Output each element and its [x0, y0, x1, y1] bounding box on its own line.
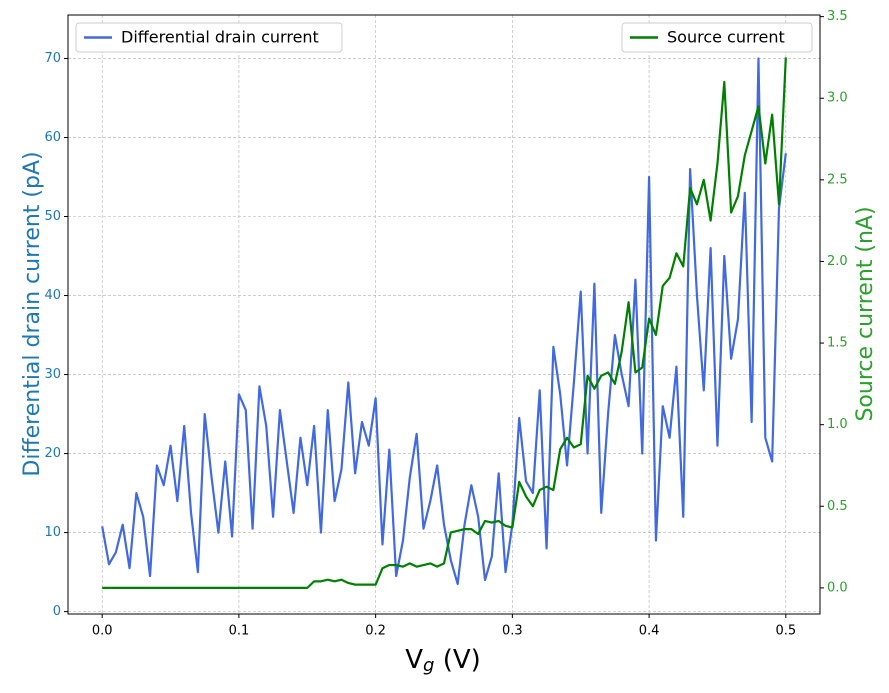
legend-box	[621, 22, 813, 53]
x-tick-label: 0.2	[365, 624, 386, 639]
y2-tick-label: 0.0	[827, 580, 848, 595]
y-tick-label: 30	[44, 367, 61, 382]
x-tick-label: 0.5	[775, 624, 796, 639]
x-label-base: V	[405, 645, 423, 675]
x-tick-label: 0.3	[502, 624, 523, 639]
y-tick-label: 60	[44, 130, 61, 145]
x-axis-label: Vg (V)	[405, 645, 481, 677]
y-tick-label: 40	[44, 288, 61, 303]
y-tick-label: 0	[53, 604, 61, 619]
x-label-unit: (V)	[434, 645, 480, 675]
y2-tick-label: 2.5	[827, 172, 848, 187]
x-tick-label: 0.0	[92, 624, 113, 639]
y2-tick-label: 1.5	[827, 336, 848, 351]
legend-label: Source current	[667, 28, 785, 47]
y-axis-label: Differential drain current (pA)	[20, 151, 45, 476]
y2-tick-label: 3.0	[827, 91, 848, 106]
y2-tick-label: 0.5	[827, 499, 848, 514]
series-line	[102, 57, 787, 589]
x-label-sub: g	[423, 655, 434, 676]
y2-tick-label: 2.0	[827, 254, 848, 269]
legend-box	[75, 22, 343, 53]
y2-tick-label: 1.0	[827, 417, 848, 432]
y-tick-label: 50	[44, 209, 61, 224]
plot-frame	[67, 14, 821, 615]
y2-axis-label: Source current (nA)	[853, 206, 878, 421]
y-tick-label: 20	[44, 446, 61, 461]
y2-tick-label: 3.5	[827, 9, 848, 24]
x-tick-label: 0.1	[229, 624, 250, 639]
series-line	[101, 57, 787, 586]
x-tick-label: 0.4	[639, 624, 660, 639]
y-tick-label: 70	[44, 51, 61, 66]
y-tick-label: 10	[44, 525, 61, 540]
legend-label: Differential drain current	[121, 28, 319, 47]
